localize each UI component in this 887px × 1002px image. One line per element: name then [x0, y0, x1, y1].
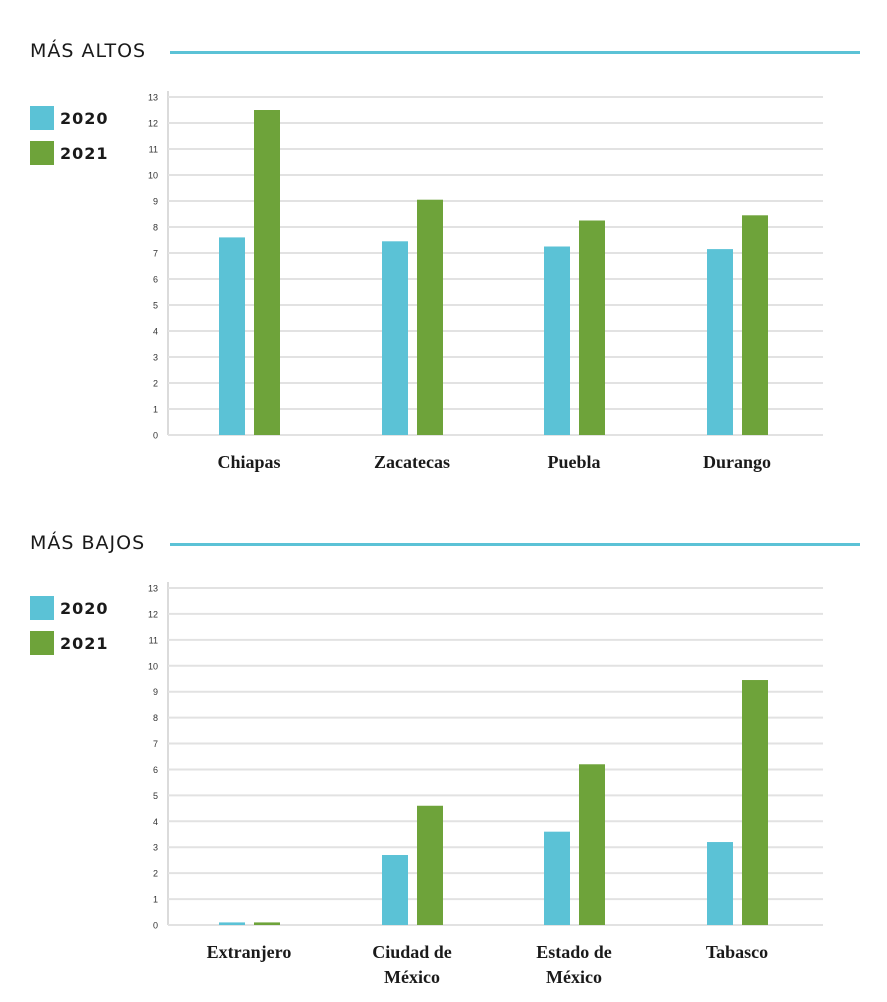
- bar-2021: [742, 680, 768, 925]
- y-tick-label: 9: [153, 687, 158, 697]
- legend-item-2021: 2021: [30, 141, 109, 165]
- x-tick-label: Extranjero: [207, 942, 292, 962]
- y-tick-label: 8: [153, 223, 158, 233]
- y-tick-label: 12: [148, 119, 158, 129]
- x-tick-label: Ciudad de: [372, 942, 452, 962]
- y-tick-label: 12: [148, 609, 158, 619]
- y-tick-label: 3: [153, 353, 158, 363]
- bar-2021: [417, 199, 443, 435]
- legend-item-2020: 2020: [30, 106, 109, 130]
- y-tick-label: 10: [148, 171, 158, 181]
- legend-label: 2020: [60, 108, 109, 128]
- legend-label: 2021: [60, 633, 109, 653]
- bar-2020: [707, 249, 733, 435]
- bar-2020: [544, 831, 570, 925]
- y-tick-label: 4: [153, 817, 158, 827]
- legend-label: 2020: [60, 598, 109, 618]
- y-tick-label: 7: [153, 739, 158, 749]
- bar-2021: [254, 110, 280, 435]
- y-tick-label: 6: [153, 275, 158, 285]
- section-title-lowest: MÁS BAJOS: [30, 532, 146, 554]
- legend-swatch: [30, 141, 54, 165]
- bar-2021: [579, 764, 605, 925]
- legend-lowest: 2020 2021: [30, 596, 109, 666]
- y-tick-label: 1: [153, 895, 158, 905]
- bar-2020: [382, 855, 408, 925]
- x-tick-label: Durango: [703, 452, 771, 472]
- y-tick-label: 7: [153, 249, 158, 259]
- legend-label: 2021: [60, 143, 109, 163]
- legend-highest: 2020 2021: [30, 106, 109, 176]
- bar-2020: [219, 237, 245, 435]
- section-divider: [170, 543, 860, 546]
- y-tick-label: 13: [148, 93, 158, 103]
- legend-swatch: [30, 631, 54, 655]
- y-tick-label: 2: [153, 379, 158, 389]
- y-tick-label: 11: [149, 635, 158, 645]
- bar-2020: [707, 842, 733, 925]
- bar-2021: [742, 215, 768, 435]
- y-tick-label: 10: [148, 661, 158, 671]
- y-tick-label: 1: [153, 405, 158, 415]
- x-tick-label: México: [384, 967, 440, 987]
- bar-2021: [254, 922, 280, 925]
- x-tick-label: Puebla: [547, 452, 600, 472]
- y-tick-label: 4: [153, 327, 158, 337]
- y-tick-label: 2: [153, 869, 158, 879]
- legend-item-2020: 2020: [30, 596, 109, 620]
- y-tick-label: 5: [153, 791, 158, 801]
- y-tick-label: 6: [153, 765, 158, 775]
- x-tick-label: México: [546, 967, 602, 987]
- bar-2020: [544, 246, 570, 435]
- bar-2021: [417, 805, 443, 925]
- y-tick-label: 5: [153, 301, 158, 311]
- bar-2021: [579, 220, 605, 435]
- legend-swatch: [30, 106, 54, 130]
- bar-2020: [219, 922, 245, 925]
- section-divider: [170, 51, 860, 54]
- section-title-highest: MÁS ALTOS: [30, 40, 147, 62]
- y-tick-label: 13: [148, 584, 158, 594]
- y-tick-label: 3: [153, 843, 158, 853]
- legend-item-2021: 2021: [30, 631, 109, 655]
- x-tick-label: Zacatecas: [374, 452, 450, 472]
- legend-swatch: [30, 596, 54, 620]
- y-tick-label: 0: [153, 431, 158, 441]
- y-tick-label: 0: [153, 921, 158, 931]
- x-tick-label: Tabasco: [706, 942, 768, 962]
- x-tick-label: Estado de: [536, 942, 612, 962]
- bar-2020: [382, 241, 408, 435]
- y-tick-label: 9: [153, 197, 158, 207]
- y-tick-label: 11: [149, 145, 158, 155]
- x-tick-label: Chiapas: [217, 452, 280, 472]
- y-tick-label: 8: [153, 713, 158, 723]
